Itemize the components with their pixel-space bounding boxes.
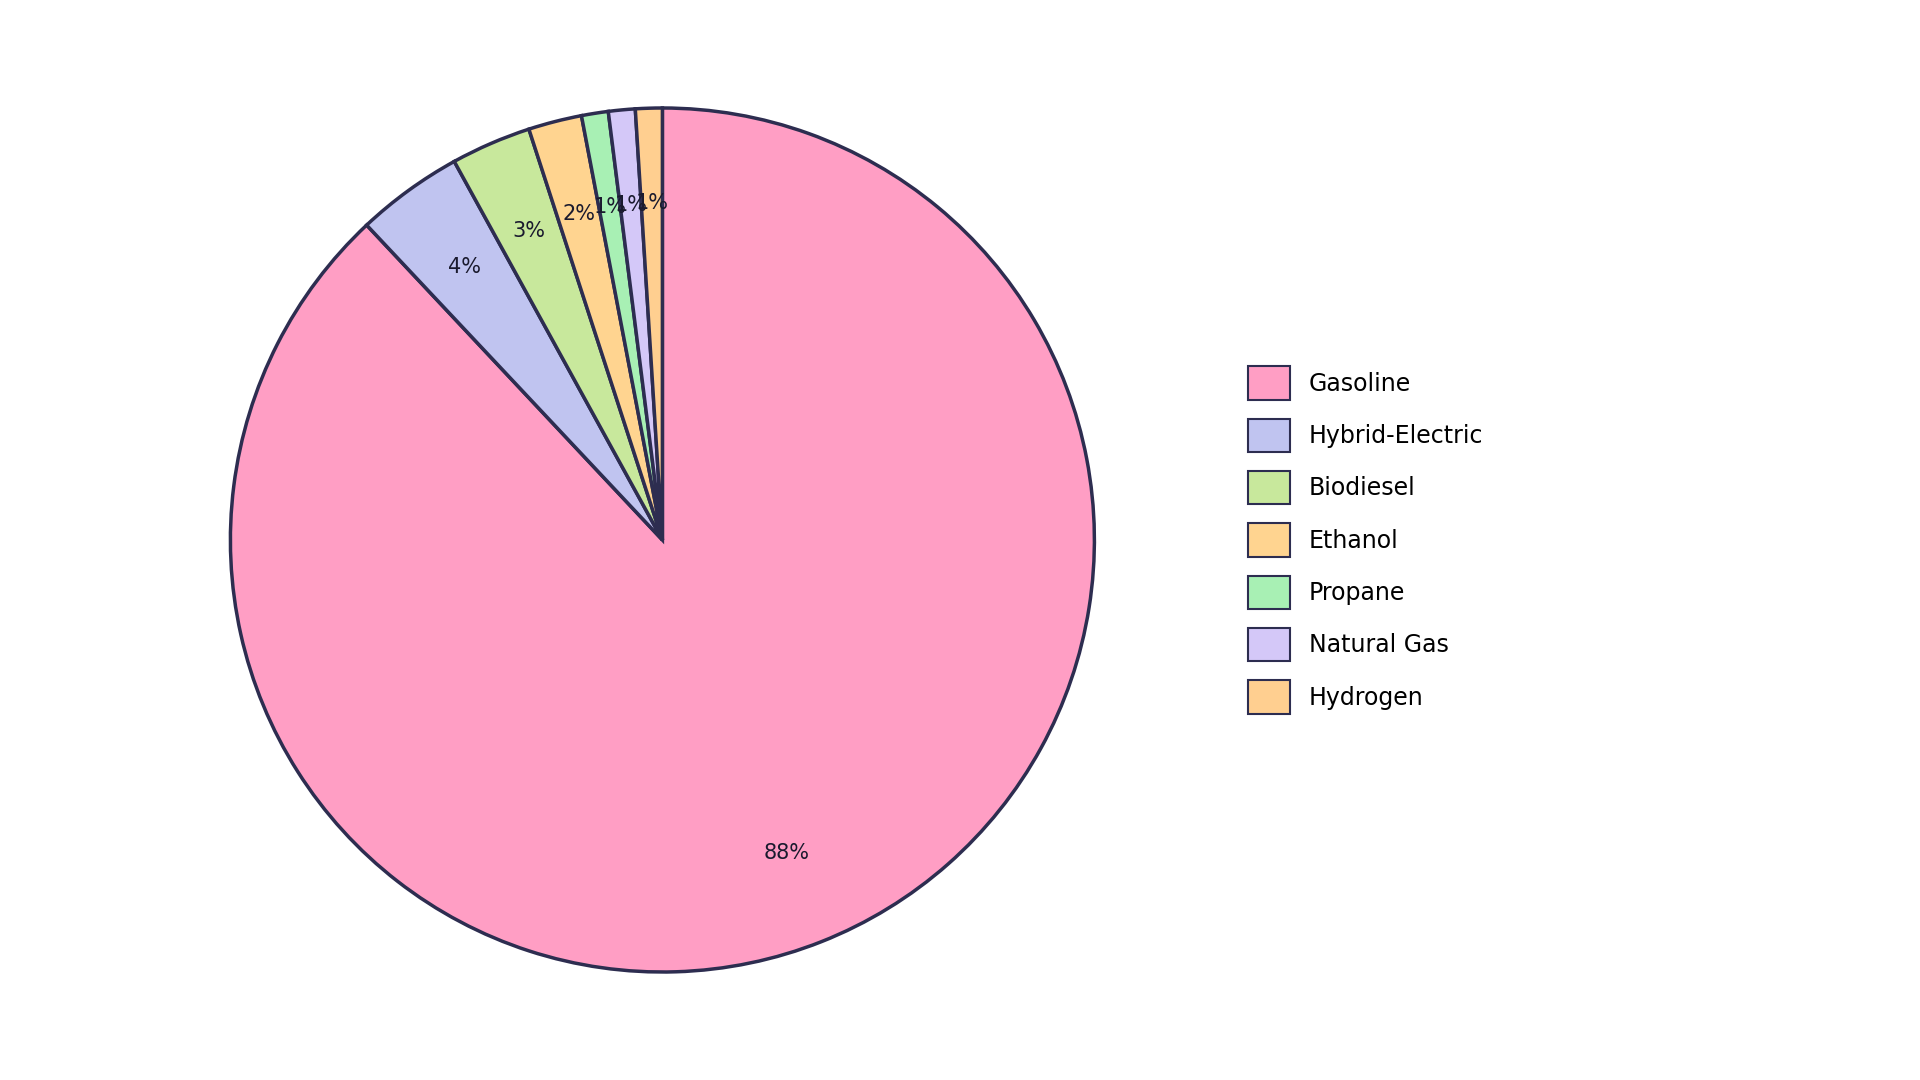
Text: 2%: 2%: [563, 204, 595, 224]
Text: 4%: 4%: [447, 257, 480, 278]
Wedge shape: [582, 111, 662, 540]
Wedge shape: [609, 109, 662, 540]
Text: 1%: 1%: [636, 193, 668, 213]
Wedge shape: [528, 116, 662, 540]
Text: 88%: 88%: [764, 843, 810, 863]
Wedge shape: [367, 161, 662, 540]
Wedge shape: [230, 108, 1094, 972]
Text: 1%: 1%: [593, 198, 626, 217]
Legend: Gasoline, Hybrid-Electric, Biodiesel, Ethanol, Propane, Natural Gas, Hydrogen: Gasoline, Hybrid-Electric, Biodiesel, Et…: [1236, 354, 1496, 726]
Wedge shape: [636, 108, 662, 540]
Wedge shape: [455, 130, 662, 540]
Text: 3%: 3%: [513, 220, 545, 241]
Text: 1%: 1%: [614, 194, 647, 215]
